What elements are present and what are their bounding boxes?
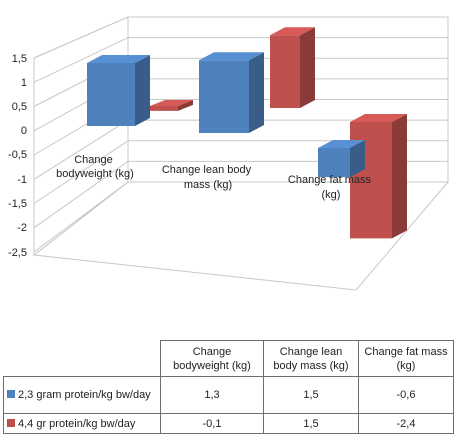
bar-front-face [270,35,300,108]
data-table-row: 4,4 gr protein/kg bw/day -0,1 1,5 -2,4 [3,413,454,434]
y-tick-label: 0 [21,125,27,137]
header-text: Change bodyweight (kg) [173,345,251,372]
gridline [33,37,448,83]
category-label-line: bodyweight (kg) [56,168,134,180]
bar-top-face [318,140,365,148]
bar-chart-3d: 1,5 1 0,5 0 -0,5 -1 -1,5 -2 -2,5 Change … [8,16,450,291]
y-axis-ticks: 1,5 1 0,5 0 -0,5 -1 -1,5 -2 -2,5 [8,53,27,259]
category-label-bodyweight: Change bodyweight (kg) [56,154,134,180]
y-tick-label: 1 [21,77,27,89]
bar-top-face [350,114,407,122]
bar-series2-cat2 [270,27,315,108]
y-tick-label: -0,5 [8,149,27,161]
series-name-cell: 2,3 gram protein/kg bw/day [3,376,161,414]
y-tick-label: -2,5 [8,247,27,259]
series-name: 4,4 gr protein/kg bw/day [18,417,136,430]
category-label-line: (kg) [322,189,341,201]
bar-series1-cat1 [87,54,150,127]
bar-top-face [87,54,150,63]
bar-front-face [199,60,249,133]
data-table-header: Change bodyweight (kg) [160,340,264,377]
y-tick-label: -1,5 [8,198,27,210]
bar-front-face [87,62,135,126]
data-table: Change bodyweight (kg) Change lean body … [3,340,454,434]
data-table-corner [4,341,161,377]
data-cell: -2,4 [358,413,454,434]
bar-front-face [318,148,350,178]
bar-top-face [150,100,193,106]
bar-side-face [300,27,315,108]
legend-key-red [7,418,15,427]
bar-front-face [150,106,178,111]
category-labels: Change bodyweight (kg) Change lean body … [56,154,374,201]
bar-series1-cat3 [318,140,365,178]
bar-side-face [178,100,193,111]
gridline [33,181,448,253]
data-table-row: 2,3 gram protein/kg bw/day 1,3 1,5 -0,6 [3,376,454,414]
bars [87,27,407,239]
category-label-fat-mass: Change fat mass (kg) [288,174,374,201]
series-name-cell: 4,4 gr protein/kg bw/day [3,413,161,434]
category-label-line: Change lean body [162,164,252,176]
series-name: 2,3 gram protein/kg bw/day [18,389,151,401]
category-label-line: mass (kg) [184,179,232,191]
data-cell: -0,6 [358,376,454,414]
bar-top-face [270,27,315,36]
data-table-header: Change lean body mass (kg) [263,340,359,377]
bar-series1-cat2 [199,52,264,133]
gridline [33,16,448,59]
y-tick-label: -2 [17,222,27,234]
data-cell: 1,5 [263,413,359,434]
header-text: Change fat mass (kg) [364,345,448,372]
y-tick-label: -1 [17,174,27,186]
data-cell: 1,3 [160,376,264,414]
legend-key-blue [7,390,15,398]
bar-top-face [199,52,264,61]
data-cell: -0,1 [160,413,264,434]
bar-side-face [249,52,264,133]
data-table-header-row: Change bodyweight (kg) Change lean body … [4,340,454,377]
y-tick-label: 1,5 [12,53,27,65]
side-wall [33,16,129,257]
data-table-header: Change fat mass (kg) [358,340,454,377]
category-label-lean-mass: Change lean body mass (kg) [162,164,254,191]
bar-side-face [135,54,150,127]
category-label-line: Change fat mass [288,174,372,186]
y-tick-label: 0,5 [12,101,27,113]
header-text: Change lean body mass (kg) [273,345,349,372]
bar-series2-cat1 [150,100,193,111]
category-label-line: Change [74,154,113,166]
bar-side-face [350,140,365,178]
bar-side-face [392,114,407,239]
data-cell: 1,5 [263,376,359,414]
